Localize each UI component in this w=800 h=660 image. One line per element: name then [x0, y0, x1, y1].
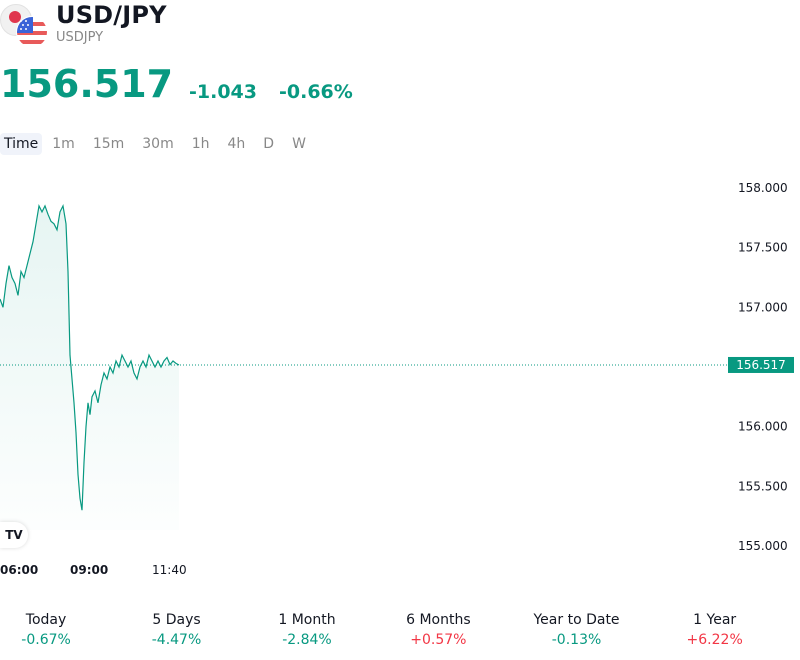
price-area-fill	[0, 205, 179, 530]
tab-4h[interactable]: 4h	[227, 136, 246, 152]
y-axis-tick-label: 156.000	[738, 420, 788, 434]
perf-label: 5 Days	[152, 612, 201, 628]
perf-value: -4.47%	[151, 632, 202, 648]
perf-year-to-date[interactable]: Year to Date -0.13%	[524, 610, 630, 650]
perf-label: 6 Months	[406, 612, 471, 628]
tab-30m[interactable]: 30m	[142, 136, 174, 152]
y-axis-tick-label: 155.500	[738, 479, 788, 493]
usa-flag-icon	[16, 16, 48, 48]
price-change-percent: -0.66%	[279, 81, 353, 103]
perf-value: +6.22%	[686, 632, 743, 648]
symbol-title: USD/JPY	[56, 1, 167, 29]
y-axis-tick-label: 155.000	[738, 539, 788, 553]
tab-1h[interactable]: 1h	[191, 136, 210, 152]
perf-label: 1 Year	[693, 612, 737, 628]
timeframe-tabs: Time 1m 15m 30m 1h 4h D W	[0, 131, 316, 157]
tab-15m[interactable]: 15m	[92, 136, 125, 152]
price-chart[interactable]: 158.000 157.500 157.000 156.000 155.500 155.0…	[0, 170, 800, 590]
perf-value: +0.57%	[410, 632, 467, 648]
last-price-badge-bg	[728, 356, 794, 373]
price-change: -1.043	[189, 81, 257, 103]
tab-d[interactable]: D	[263, 136, 275, 152]
tab-time[interactable]: Time	[0, 133, 43, 155]
y-axis-tick-label: 157.000	[738, 300, 788, 314]
perf-value: -0.13%	[551, 632, 602, 648]
tradingview-logo-icon[interactable]: TV	[0, 522, 28, 548]
last-price-badge: 156.517	[728, 356, 794, 373]
x-axis: 06:00 09:00 11:40	[0, 563, 187, 577]
symbol-ticker: USDJPY	[56, 30, 104, 45]
perf-value: -2.84%	[282, 632, 332, 648]
perf-value: -0.67%	[21, 632, 71, 648]
perf-today[interactable]: Today -0.67%	[0, 610, 92, 650]
y-axis-tick-label: 158.000	[738, 181, 788, 195]
current-price: 156.517	[0, 62, 174, 106]
currency-pair-flags	[0, 4, 50, 50]
tab-1m[interactable]: 1m	[52, 136, 75, 152]
perf-1-year[interactable]: 1 Year +6.22%	[629, 610, 800, 650]
perf-1-month[interactable]: 1 Month -2.84%	[261, 610, 353, 650]
perf-5-days[interactable]: 5 Days -4.47%	[92, 610, 261, 650]
price-line	[0, 203, 180, 511]
last-price-badge-label: 156.517	[736, 358, 786, 372]
y-axis-tick-label: 157.500	[738, 241, 788, 255]
performance-row: Today -0.67% 5 Days -4.47% 1 Month -2.84…	[0, 610, 800, 650]
perf-label: Today	[25, 612, 67, 628]
x-axis-tick-label: 06:00	[0, 563, 38, 577]
y-axis: 158.000 157.500 157.000 156.000 155.500 155.0…	[738, 181, 788, 553]
x-axis-tick-label: 11:40	[152, 563, 187, 577]
perf-6-months[interactable]: 6 Months +0.57%	[353, 610, 524, 650]
perf-label: Year to Date	[533, 612, 620, 628]
tab-w[interactable]: W	[292, 136, 306, 152]
x-axis-tick-label: 09:00	[70, 563, 108, 577]
perf-label: 1 Month	[278, 612, 336, 628]
